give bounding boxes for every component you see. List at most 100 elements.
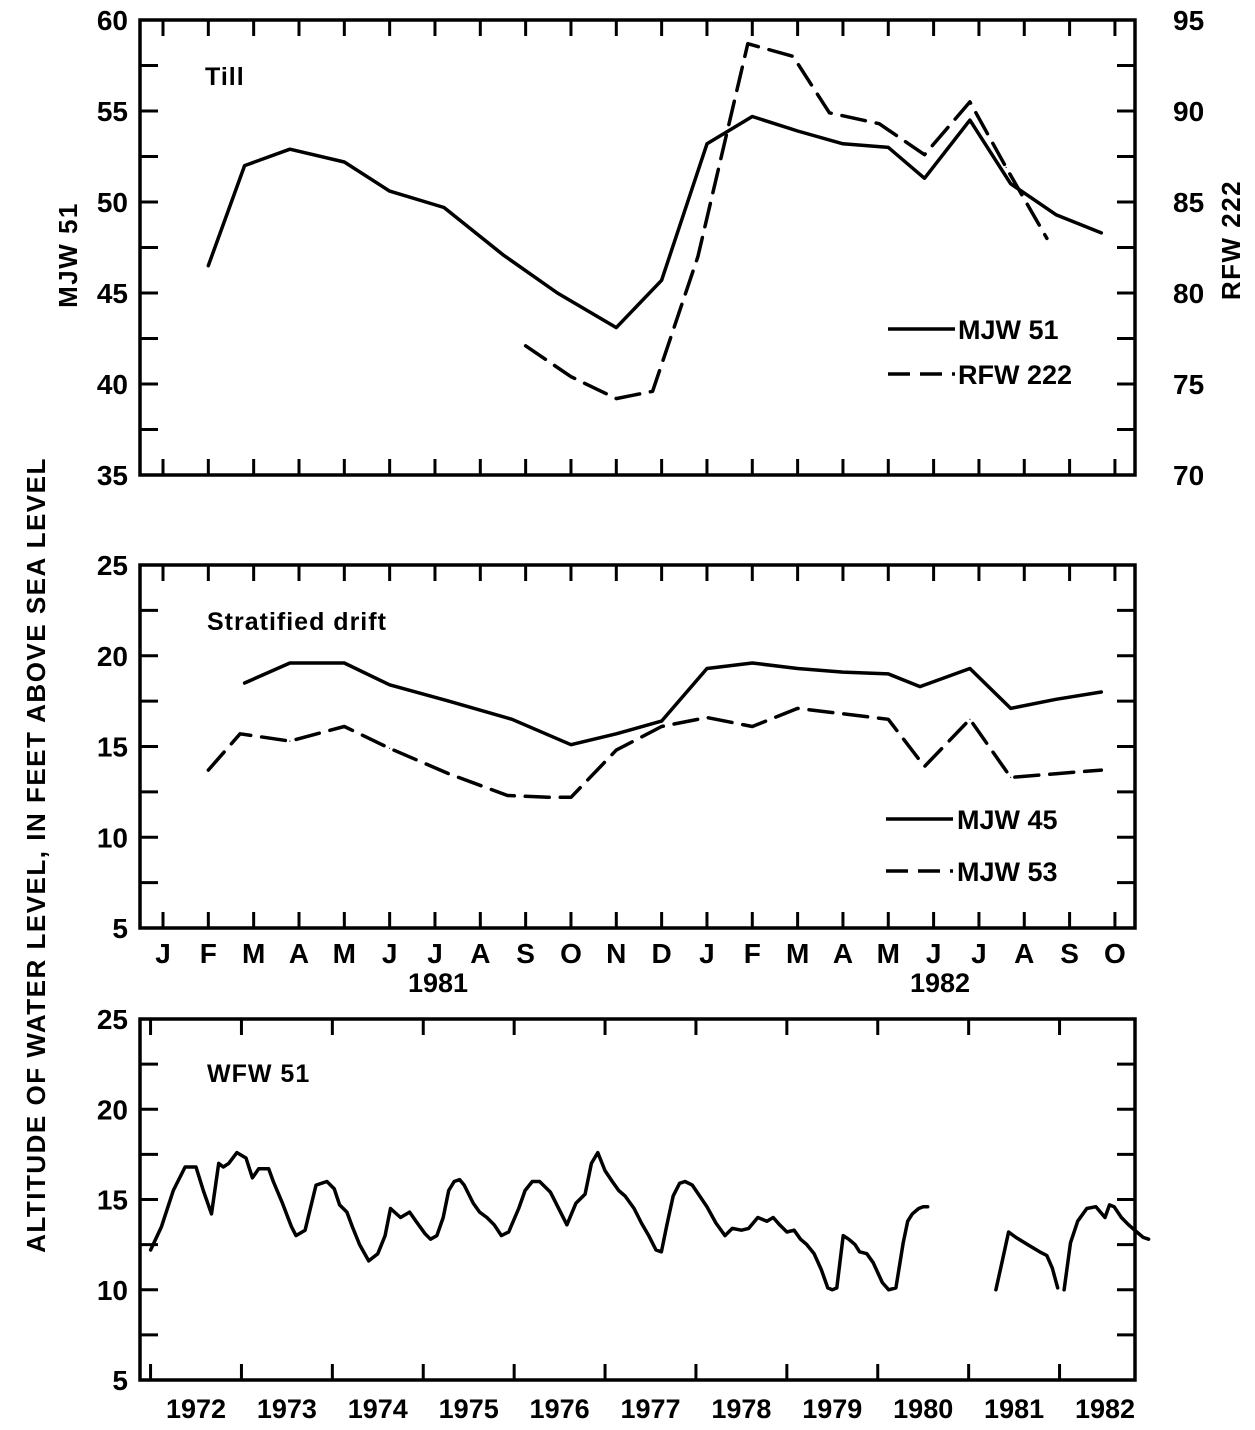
stratified-tick-label: 15 (97, 732, 128, 763)
till-series-mjw-51-point (887, 146, 889, 148)
wfw-series-segment-1-point (624, 1195, 626, 1197)
till-series-rfw-222-point (1046, 237, 1048, 239)
till-left-tick-label: 45 (97, 278, 128, 309)
wfw-series-segment-1-point (268, 1168, 270, 1170)
wfw-series-segment-1-point (436, 1235, 438, 1237)
wfw-series-segment-1-point (384, 1235, 386, 1237)
wfw-series-segment-1-point (699, 1195, 701, 1197)
stratified-series-mjw-53-point (842, 713, 844, 715)
wfw-series-segment-3-point (1128, 1224, 1130, 1226)
till-right-tick-label: 95 (1173, 5, 1204, 36)
month-label: M (786, 938, 809, 969)
stratified-series-mjw-45-point (1100, 691, 1102, 693)
month-label: J (926, 938, 942, 969)
till-right-tick-label: 70 (1173, 460, 1204, 491)
wfw-series-segment-1-point (799, 1238, 802, 1240)
wfw-tick-label: 15 (97, 1185, 128, 1216)
wfw-series-segment-2-point (1015, 1236, 1017, 1238)
year-label-1981: 1981 (408, 968, 468, 998)
wfw-series-segment-1-point (684, 1180, 686, 1183)
month-label: M (877, 938, 900, 969)
wfw-series-segment-1-point (304, 1229, 306, 1231)
stratified-series-mjw-53-point (506, 794, 509, 797)
wfw-tick-label: 10 (97, 1275, 128, 1306)
wfw-series-segment-1-point (748, 1227, 750, 1229)
stratified-series-mjw-53-point (661, 725, 663, 728)
wfw-series-segment-1-point (346, 1211, 348, 1213)
wfw-series-segment-1-point (779, 1224, 781, 1226)
month-label: M (333, 938, 356, 969)
wfw-series-segment-1-point (633, 1207, 635, 1210)
wfw-series-segment-1-point (640, 1222, 643, 1224)
till-series-mjw-51-point (343, 161, 345, 163)
wfw-series-segment-2-point (1057, 1287, 1059, 1289)
wfw-series-segment-1-point (468, 1193, 470, 1195)
wfw-series-lines (148, 1150, 1151, 1292)
month-label: J (427, 938, 443, 969)
month-label: J (155, 938, 171, 969)
wfw-series-segment-1-point (575, 1202, 577, 1204)
till-series-mjw-51-point (502, 254, 504, 256)
till-panel-title: Till (205, 63, 245, 91)
stratified-tick-label: 5 (112, 913, 128, 944)
wfw-series-segment-1-point (429, 1238, 432, 1240)
wfw-series-segment-1-point (597, 1152, 599, 1154)
till-plot-frame (138, 18, 1137, 477)
stratified-drift-panel: Stratified drift 5 10 15 20 25 MJW 45 MJW 53… (97, 550, 1137, 998)
wfw-series-segment-1-point (842, 1235, 844, 1237)
stratified-series-mjw-45-point (1055, 698, 1057, 700)
wfw-tick-label: 5 (112, 1365, 128, 1396)
wfw-series-segment-1-point (766, 1220, 768, 1222)
month-label: F (744, 938, 761, 969)
stratified-series-mjw-53-point (570, 796, 572, 798)
wfw-series-segment-1-point (493, 1224, 495, 1226)
month-label: J (382, 938, 398, 969)
year-tick-label: 1973 (257, 1394, 317, 1424)
till-series-rfw-222-point (697, 256, 699, 258)
stratified-tick-label: 25 (97, 550, 128, 581)
stratified-series-mjw-53-point (887, 718, 889, 720)
till-series-mjw-51-point (1055, 214, 1057, 216)
year-tick-label: 1974 (348, 1394, 408, 1424)
stratified-series-mjw-45-point (389, 684, 391, 686)
wfw-series-segment-1-point (806, 1244, 808, 1246)
wfw-series-segment-1-point (184, 1166, 186, 1168)
wfw-series-segment-3-point (1142, 1236, 1144, 1238)
month-label: S (516, 938, 535, 969)
till-series-mjw-51-point (797, 130, 799, 132)
wfw-series-segment-1-point (486, 1216, 488, 1219)
stratified-series-mjw-45-point (289, 662, 291, 664)
till-series-rfw-222-point (878, 123, 880, 125)
wfw-series-segment-1-point (590, 1162, 593, 1164)
legend-label-rfw-222: RFW 222 (958, 360, 1072, 390)
till-series-mjw-51-point (443, 206, 445, 209)
wfw-series-segment-1-point (251, 1177, 253, 1179)
till-series-rfw-222-point (570, 376, 572, 378)
wfw-series-segment-1-point (326, 1180, 328, 1183)
wfw-series-segment-1-point (866, 1253, 868, 1255)
wfw-series-segment-1-point (911, 1213, 913, 1215)
year-label-1982: 1982 (910, 968, 970, 998)
month-label: J (699, 938, 715, 969)
year-tick-label: 1977 (620, 1394, 680, 1424)
wfw-series-segment-3-point (1136, 1231, 1138, 1233)
year-tick-label: 1980 (893, 1394, 953, 1424)
shared-y-axis-label: ALTITUDE OF WATER LEVEL, IN FEET ABOVE S… (21, 457, 51, 1253)
legend-label-mjw-51: MJW 51 (958, 315, 1059, 345)
wfw-series-segment-1-point (442, 1216, 444, 1219)
wfw-series-segment-1-point (731, 1227, 733, 1229)
stratified-series-mjw-53-point (1010, 776, 1012, 779)
wfw-series-segment-3-point (1077, 1220, 1079, 1222)
till-left-tick-label: 50 (97, 187, 128, 218)
wfw-series-segment-1-point (757, 1216, 759, 1219)
till-series-mjw-51-point (1100, 232, 1102, 234)
stratified-series-mjw-45-point (615, 733, 617, 735)
stratified-series-mjw-45-point (570, 744, 572, 746)
wfw-series-segment-1-point (813, 1253, 815, 1255)
wfw-series-segment-2-point (1027, 1244, 1029, 1246)
month-label: S (1060, 938, 1079, 969)
till-series-rfw-222-point (1005, 166, 1007, 168)
month-label: J (971, 938, 987, 969)
stratified-series-mjw-45-point (511, 718, 513, 720)
